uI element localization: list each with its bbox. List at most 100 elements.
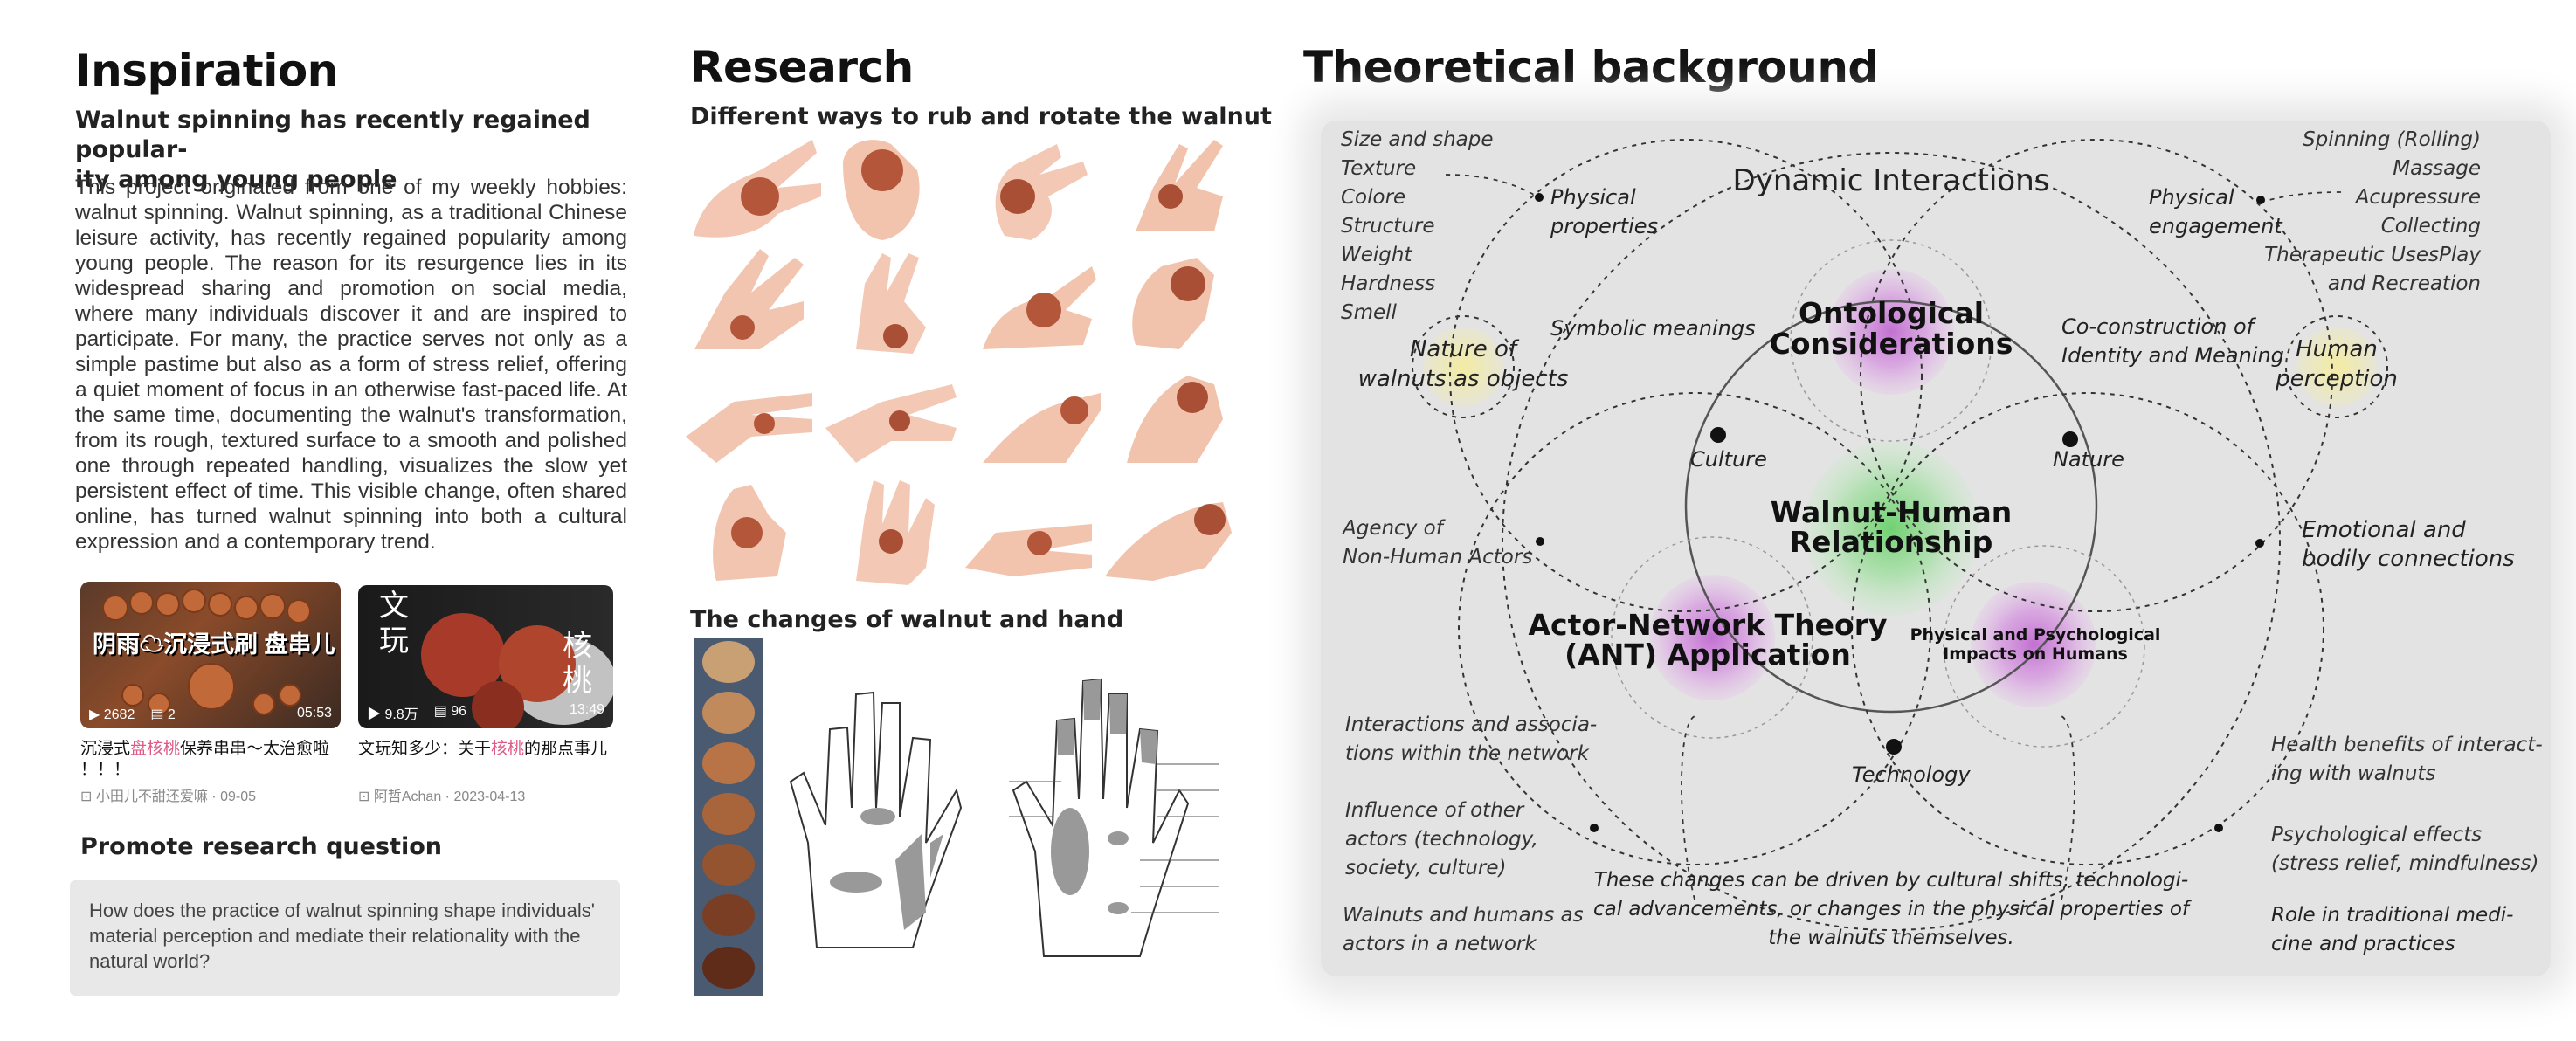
property-item: Smell: [1341, 301, 1398, 324]
play-count: ▶ 9.8万: [367, 707, 418, 722]
walnut-stage: [702, 793, 755, 835]
changes-note: cal advancements, or changes in the phys…: [1593, 898, 2192, 920]
video-duration: 13:49: [569, 702, 604, 717]
node-technology: [1886, 739, 1902, 755]
overlay-char: 文: [379, 589, 409, 623]
nature-objects-label: Nature of: [1410, 336, 1520, 362]
ontological-blob: [1828, 269, 1954, 395]
inspiration-subtitle-line: ity among young people: [75, 166, 397, 193]
video-card-2-caption[interactable]: 文玩知多少：关于核桃的那点事儿: [358, 739, 620, 760]
node-small: [2255, 539, 2264, 548]
gesture-photo: [1136, 140, 1223, 231]
comment-count: ▤ 2: [150, 707, 176, 722]
caption-highlight: 核桃: [491, 740, 525, 758]
nature-objects-ring: [1412, 315, 1515, 418]
video-card-2-thumbnail[interactable]: 文 玩 核 桃 ▶ 9.8万 ▤ 96 13:49: [358, 585, 613, 728]
property-item: Colore: [1341, 186, 1405, 209]
walnut-stage: [702, 894, 755, 936]
changes-note: These changes can be driven by cultural …: [1594, 869, 2188, 892]
human-perception-label: perception: [2275, 366, 2398, 392]
node-small: [1535, 193, 1544, 202]
video-card-1-caption[interactable]: 沉浸式盘核桃保养串串～太治愈啦 ！！！: [80, 739, 342, 781]
video-card-1-thumbnail[interactable]: 阴雨☁沉浸式刷 盘串儿 ▶ 2682 ▤ 2 05:53: [80, 582, 341, 728]
ontological-label: Ontological: [1799, 296, 1984, 330]
technology-label: Technology: [1852, 762, 1971, 787]
caption-text: 的那点事儿: [524, 740, 608, 758]
dashed-circle-left-top: [1449, 139, 1923, 612]
theory-diagram: Dynamic Interactions Ontological Conside…: [1341, 128, 2543, 955]
dashed-circle-left-bottom: [1458, 392, 1931, 865]
human-perception-label: Human: [2296, 336, 2378, 362]
walnuts-illustration: [421, 613, 613, 728]
emotional-label: Emotional and: [2302, 517, 2466, 543]
node-small: [2214, 824, 2223, 832]
inspiration-subtitle-line: Walnut spinning has recently regained po…: [75, 107, 590, 163]
gesture-photo: [843, 140, 920, 240]
physpsych-label: Physical and Psychological: [1910, 625, 2161, 645]
walnut-stage: [702, 641, 755, 683]
comment-count: ▤ 96: [433, 704, 467, 719]
health-benefits-label: ing with walnuts: [2271, 762, 2435, 785]
video-card-1-stats: ▶ 2682 ▤ 2 05:53: [89, 706, 332, 723]
caption-highlight: 盘核桃: [130, 740, 181, 758]
video-duration: 05:53: [296, 706, 332, 720]
gesture-photo: [825, 384, 957, 463]
physpsych-blob: [1971, 582, 2096, 707]
hand-acupressure-diagram: [1009, 678, 1219, 957]
connector-line: [1445, 174, 1538, 197]
caption-text: 文玩知多少：关于: [358, 740, 492, 758]
theory-title: Theoretical background: [1303, 42, 1879, 93]
property-item: Texture: [1341, 157, 1416, 180]
interactions-label: Interactions and associa-: [1345, 714, 1597, 736]
walnut-stage: [702, 742, 755, 784]
engagement-item: Massage: [2393, 157, 2481, 180]
physical-properties-label: Physical: [1550, 185, 1636, 210]
gesture-photo: [965, 524, 1092, 576]
node-small: [2256, 196, 2265, 204]
influence-label: society, culture): [1345, 857, 1507, 879]
walnut-stage: [702, 947, 755, 989]
uploader-icon: ⊡: [358, 789, 370, 804]
dynamic-interactions-label: Dynamic Interactions: [1733, 163, 2050, 198]
overlay-char: 玩: [379, 624, 409, 658]
gesture-photo: [694, 249, 804, 349]
video-card-2-meta: ⊡ 阿哲Achan · 2023-04-13: [358, 784, 525, 805]
psych-effects-label: Psychological effects: [2271, 824, 2482, 846]
inner-ring-ant: [1611, 536, 1813, 739]
traditional-medicine-label: Role in traditional medi-: [2271, 904, 2513, 927]
changes-title: The changes of walnut and hand: [690, 606, 1124, 633]
property-item: Weight: [1341, 244, 1412, 266]
video-meta-text: 阿哲Achan · 2023-04-13: [373, 789, 526, 804]
hand-pressure-diagram: [789, 691, 963, 948]
beads-illustration: [102, 589, 311, 715]
engagement-item: Spinning (Rolling): [2303, 128, 2481, 151]
human-perception-blob: [2296, 327, 2377, 407]
play-count-value: 2682: [103, 707, 135, 722]
coconstruction-label: Co-construction of: [2061, 314, 2257, 339]
caption-text: 沉浸式: [80, 740, 131, 758]
emotional-label: bodily connections: [2302, 546, 2515, 572]
gesture-photo: [694, 140, 821, 238]
inner-ring-ontological: [1790, 239, 1992, 442]
health-benefits-label: Health benefits of interact-: [2271, 734, 2543, 756]
caption-text: 保养串串～太治愈啦: [180, 740, 330, 758]
influence-label: actors (technology,: [1345, 828, 1538, 851]
play-count: ▶ 2682: [89, 707, 135, 722]
walnut-progression-strip: [694, 638, 763, 996]
actors-network-label: actors in a network: [1343, 933, 1537, 955]
node-small: [1590, 824, 1599, 832]
walnut-human-label: Walnut-Human: [1771, 495, 2013, 529]
inspiration-subtitle: Walnut spinning has recently regained po…: [75, 106, 634, 195]
walnut-stage: [702, 844, 755, 886]
human-perception-ring: [2285, 315, 2388, 418]
connector-line: [1681, 715, 1695, 900]
overlay-char: 桃: [563, 665, 592, 698]
walnut-stage: [702, 692, 755, 734]
agency-label: Non-Human Actors: [1343, 546, 1532, 569]
gesture-photo: [713, 485, 786, 581]
physical-engagement-label: Physical: [2149, 185, 2234, 210]
video-card-2-overlay-right: 核 桃: [563, 629, 592, 699]
connector-line: [2061, 715, 2075, 900]
walnut-human-label: Relationship: [1790, 525, 1993, 559]
ant-blob: [1649, 575, 1775, 700]
